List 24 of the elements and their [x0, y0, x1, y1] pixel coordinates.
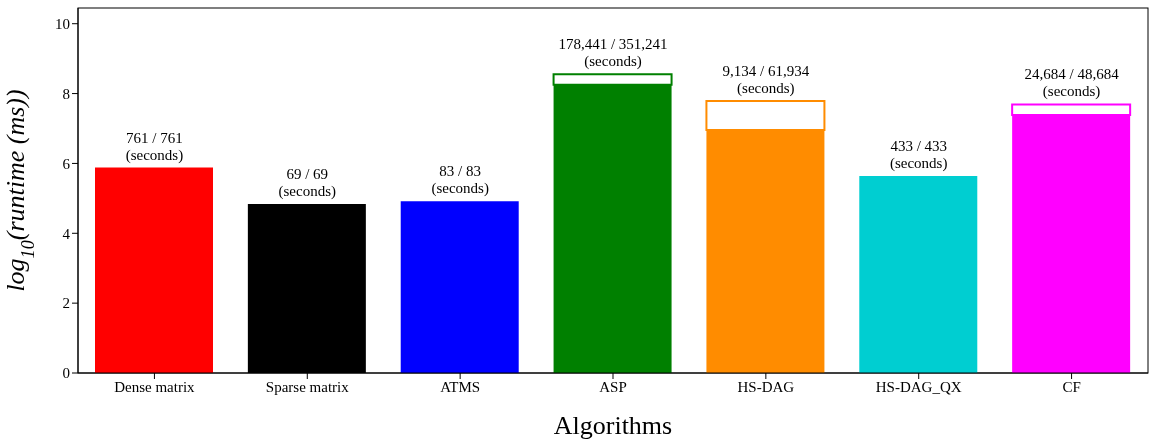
annotation: 178,441 / 351,241 (seconds)	[558, 36, 668, 71]
annotation: 69 / 69 (seconds)	[278, 165, 337, 200]
x-tick-label: HS-DAG	[737, 378, 795, 395]
y-tick-label: 8	[62, 85, 70, 102]
x-axis-title: Algorithms	[553, 411, 673, 440]
annotation: 83 / 83 (seconds)	[431, 163, 489, 198]
x-tick-label: ATMS	[440, 378, 481, 395]
annotation: 433 / 433 (seconds)	[889, 138, 948, 172]
bar	[400, 201, 519, 373]
annotation: 24,684 / 48,684 (seconds)	[1024, 66, 1120, 101]
x-tick-label: CF	[1062, 378, 1081, 395]
x-tick-label: Sparse matrix	[265, 378, 350, 395]
annotation: 761 / 761 (seconds)	[125, 129, 184, 164]
y-tick-label: 2	[62, 295, 70, 312]
y-tick-label: 4	[62, 225, 71, 242]
bar	[859, 176, 978, 373]
x-tick-label: Dense matrix	[114, 378, 196, 395]
x-tick-label: ASP	[599, 378, 627, 395]
y-tick-label: 6	[62, 155, 71, 172]
x-tick-label: HS-DAG_QX	[875, 378, 962, 395]
y-tick-label: 10	[55, 16, 70, 33]
bar	[95, 167, 213, 373]
annotation: 9,134 / 61,934 (seconds)	[722, 62, 810, 97]
y-tick-label: 0	[62, 365, 70, 382]
